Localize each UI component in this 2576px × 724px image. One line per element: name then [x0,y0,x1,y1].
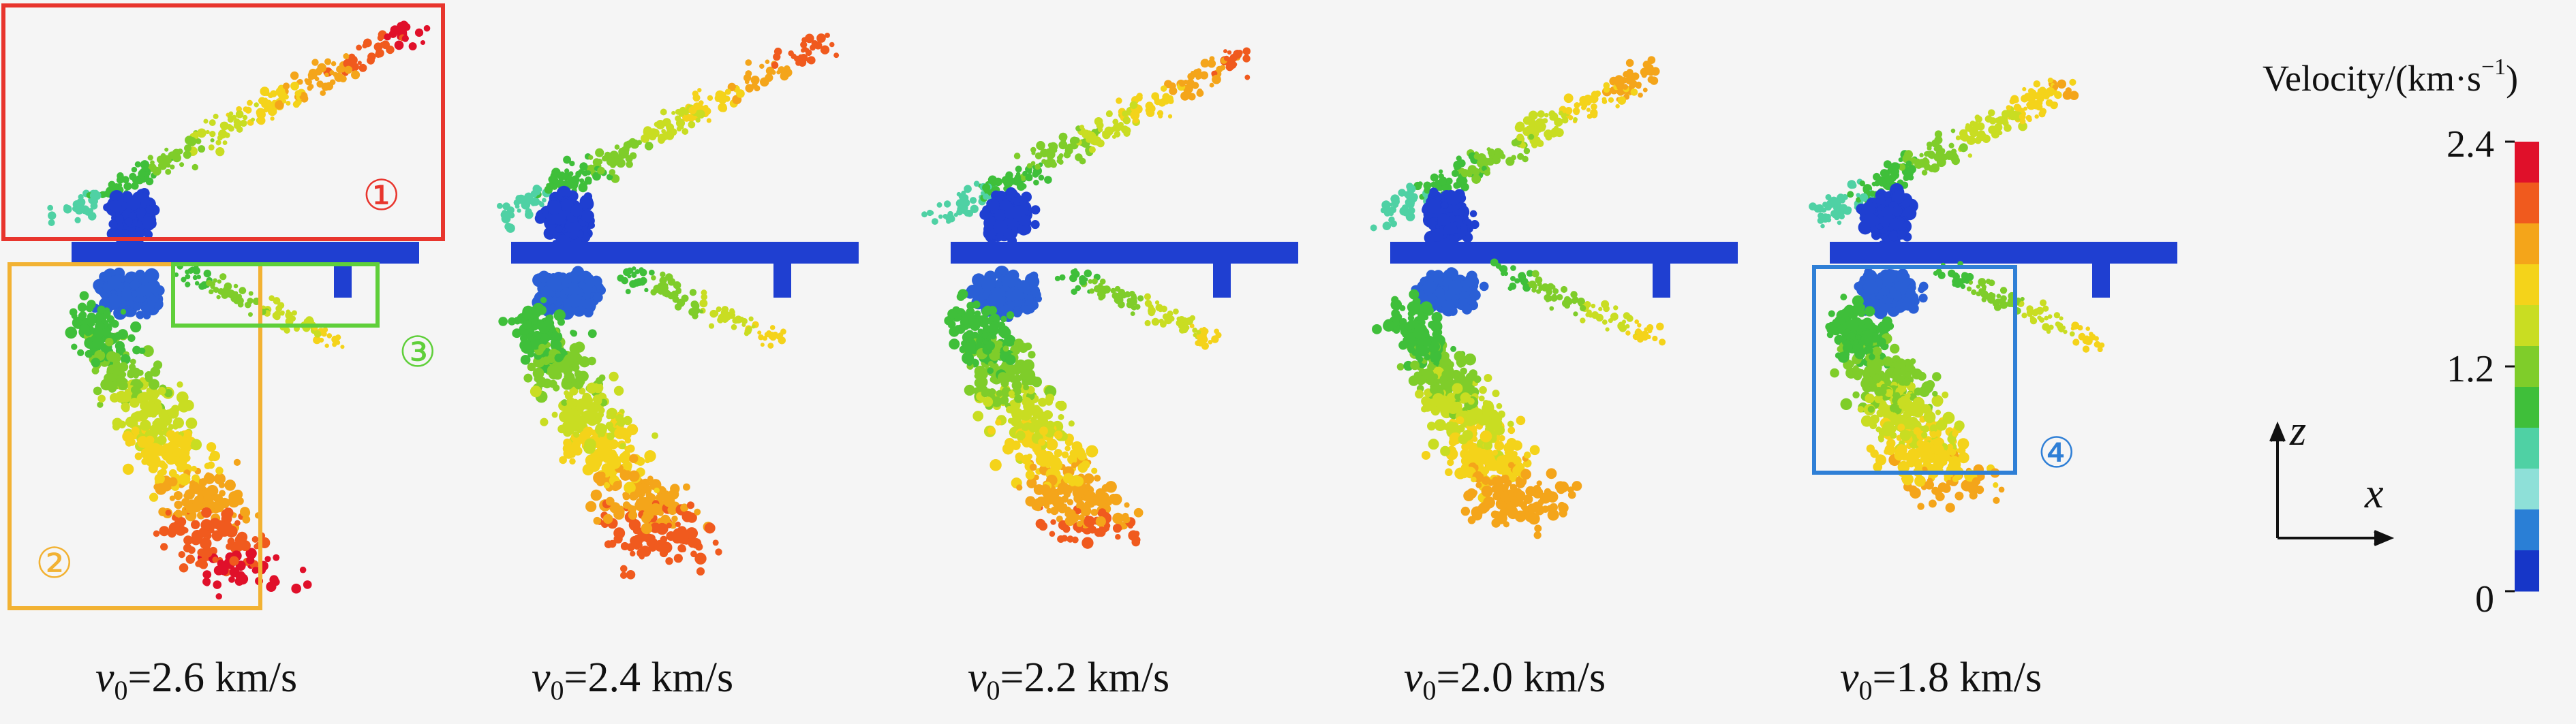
legend-tick-bottom: 0 [2475,578,2494,620]
colorbar-segment [2515,264,2539,306]
target-plate [951,242,1298,264]
colorbar-segment [2515,142,2539,183]
legend-title: Velocity/(km·s−1) [2263,54,2519,99]
target-plate [1830,242,2177,264]
legend-tick-mid: 1.2 [2447,348,2494,390]
panel-3 [921,47,1298,549]
target-plate [511,242,859,264]
panel-label-5: v0=1.8 km/s [1840,655,2042,706]
panel-2 [496,32,859,580]
panel-label-1: v0=2.6 km/s [95,655,298,706]
panel-label-2: v0=2.4 km/s [532,655,734,706]
marker-4: ④ [2038,430,2076,477]
colorbar-segment [2515,469,2539,510]
region-box-2 [7,262,262,610]
legend-tick-top: 2.4 [2447,123,2494,166]
axis-label-z: z [2290,408,2307,454]
marker-1: ① [363,173,401,219]
colorbar-segment [2515,387,2539,428]
region-box-3 [171,262,380,328]
axis-indicator [2269,421,2395,546]
colorbar-segment [2515,346,2539,388]
marker-2: ② [35,541,74,587]
colorbar-segment [2515,550,2539,592]
panels-layer [47,20,2177,600]
colorbar-segment [2515,183,2539,224]
colorbar-segment [2515,223,2539,265]
colorbar-segment [2515,305,2539,347]
axis-label-x: x [2365,471,2384,517]
panel-5 [1809,77,2177,513]
marker-3: ③ [399,330,437,376]
panel-1 [47,20,431,600]
panel-label-4: v0=2.0 km/s [1404,655,1606,706]
region-box-4 [1812,265,2017,475]
panel-4 [1370,56,1738,539]
region-box-1 [1,3,445,241]
colorbar [2505,140,2539,593]
colorbar-segment [2515,428,2539,469]
panel-label-3: v0=2.2 km/s [968,655,1170,706]
colorbar-segment [2515,509,2539,551]
target-plate [1390,242,1738,264]
target-plate [72,242,419,264]
